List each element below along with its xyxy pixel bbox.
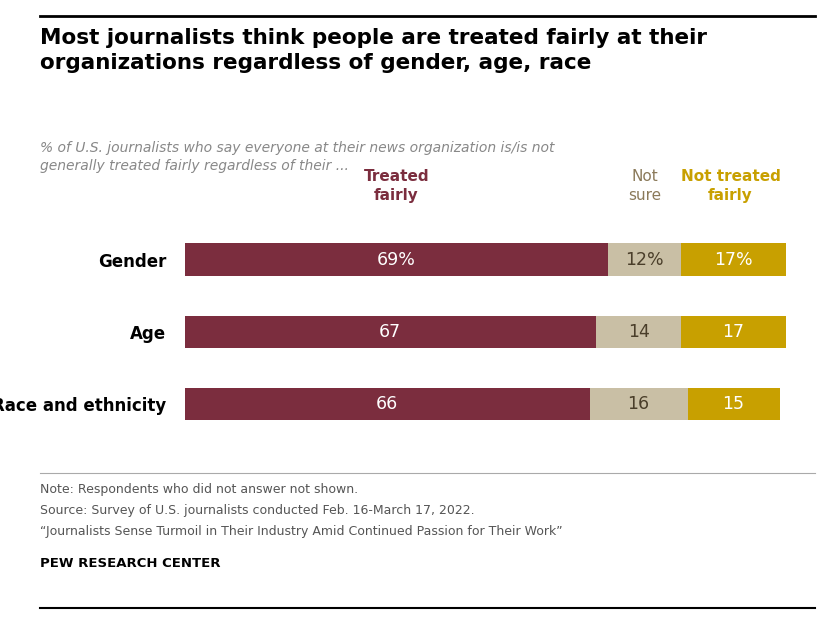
Text: 14: 14: [627, 323, 649, 341]
Text: 69%: 69%: [377, 250, 416, 269]
Text: Note: Respondents who did not answer not shown.: Note: Respondents who did not answer not…: [40, 483, 359, 496]
Bar: [681, 244, 785, 276]
Bar: [590, 387, 688, 420]
Text: Treated
fairly: Treated fairly: [364, 168, 429, 203]
Bar: [185, 244, 608, 276]
Text: 66: 66: [376, 395, 398, 413]
Bar: [688, 387, 780, 420]
Text: 17%: 17%: [714, 250, 753, 269]
Text: 17: 17: [722, 323, 744, 341]
Text: Most journalists think people are treated fairly at their
organizations regardle: Most journalists think people are treate…: [40, 28, 707, 73]
Text: “Journalists Sense Turmoil in Their Industry Amid Continued Passion for Their Wo: “Journalists Sense Turmoil in Their Indu…: [40, 525, 563, 538]
Text: Not treated
fairly: Not treated fairly: [680, 168, 780, 203]
Bar: [596, 316, 681, 348]
Bar: [681, 316, 785, 348]
Bar: [185, 316, 596, 348]
Bar: [608, 244, 681, 276]
Text: 16: 16: [627, 395, 649, 413]
Text: 15: 15: [722, 395, 744, 413]
Text: PEW RESEARCH CENTER: PEW RESEARCH CENTER: [40, 557, 221, 570]
Text: 12%: 12%: [626, 250, 664, 269]
Bar: [185, 387, 590, 420]
Text: Not
sure: Not sure: [628, 168, 661, 203]
Text: 67: 67: [379, 323, 402, 341]
Text: % of U.S. journalists who say everyone at their news organization is/is not
gene: % of U.S. journalists who say everyone a…: [40, 141, 555, 173]
Text: Source: Survey of U.S. journalists conducted Feb. 16-March 17, 2022.: Source: Survey of U.S. journalists condu…: [40, 504, 475, 517]
